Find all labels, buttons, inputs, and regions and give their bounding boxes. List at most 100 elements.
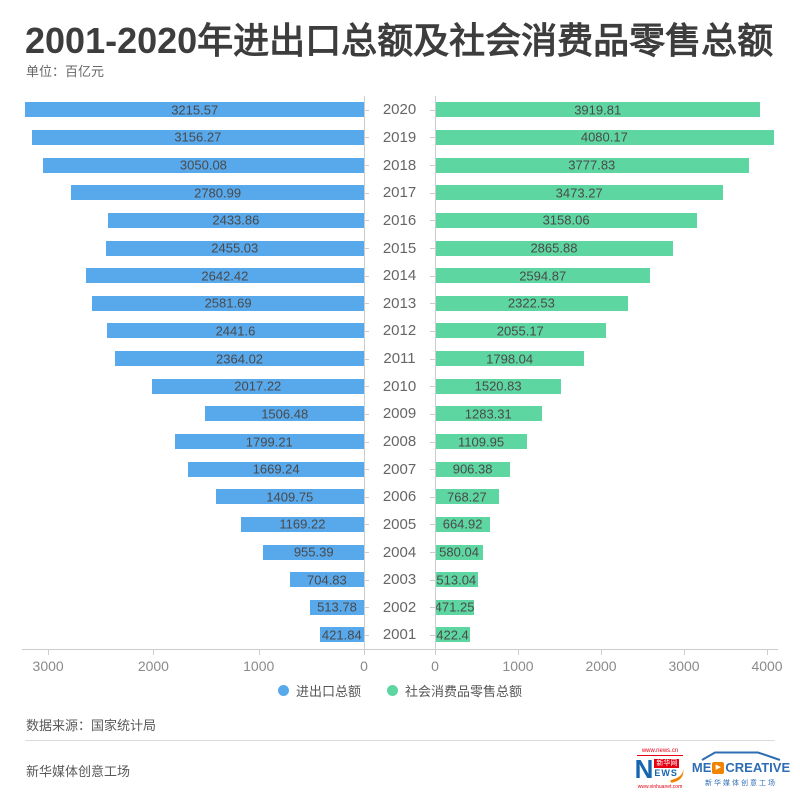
bar-value-label: 2433.86 [212,212,260,228]
axis-tick-label: 0 [431,658,439,674]
bar-value-label: 1169.22 [279,516,326,532]
axis-tick [435,650,436,655]
year-label: 2010 [364,372,435,400]
retail-bar: 4080.17 [435,129,774,145]
bottom-axis-line [22,649,778,650]
footer-divider [25,740,775,741]
bar-row: 513.78 2002 471.25 [22,594,800,622]
bar-value-label: 3156.27 [174,129,222,145]
bar-value-label: 1283.31 [464,406,512,422]
bar-value-label: 2642.42 [201,268,249,284]
unit-label: 单位：百亿元 [26,64,105,79]
bar-row: 2581.69 2013 2322.53 [22,289,800,317]
retail-bar: 2594.87 [435,268,651,284]
bar-value-label: 3473.27 [555,185,603,201]
bar-value-label: 1506.48 [261,406,309,422]
retail-bar: 2322.53 [435,295,628,311]
import-export-bar: 2433.86 [107,212,364,228]
import-export-bar: 2017.22 [151,378,364,394]
bar-value-label: 2364.02 [216,351,264,367]
import-export-bar: 2441.6 [106,323,364,339]
year-label: 2018 [364,151,435,179]
footer-logos: www.news.cn N 新华网 EWS www.xinhuanet.com … [630,748,791,791]
retail-bar: 1283.31 [435,406,542,422]
retail-bar: 471.25 [435,599,474,615]
year-label: 2002 [364,594,435,622]
import-export-bar: 1506.48 [205,406,364,422]
bar-value-label: 2780.99 [194,185,242,201]
retail-bar: 906.38 [435,461,511,477]
bar-row: 2017.22 2010 1520.83 [22,372,800,400]
import-export-bar: 1169.22 [240,516,364,532]
play-icon: ▶ [712,762,725,774]
retail-bar: 1109.95 [435,434,528,449]
retail-bar: 2055.17 [435,323,606,339]
bar-value-label: 2017.22 [234,378,282,394]
year-label: 2020 [364,96,435,124]
bar-row: 3215.57 2020 3919.81 [22,96,800,124]
axis-tick-label: 1000 [502,658,534,674]
bar-row: 1799.21 2008 1109.95 [22,428,800,456]
import-export-bar: 2581.69 [92,295,364,311]
legend-label: 社会消费品零售总额 [405,684,523,699]
bar-value-label: 3158.06 [542,212,590,228]
bar-value-label: 2581.69 [204,295,252,311]
axis-tick-label: 3000 [668,658,700,674]
axis-tick-label: 2000 [585,658,617,674]
bar-value-label: 1109.95 [458,434,505,449]
bar-value-label: 421.84 [321,627,362,643]
medcreative-wordmark: ME ▶ CREATIVE [692,761,790,775]
retail-bar: 3919.81 [435,102,761,118]
bar-value-label: 3050.08 [179,157,227,173]
right-zero-axis-line [435,96,436,650]
axis-tick [48,650,50,655]
legend-item-import-export: 进出口总额 [277,681,361,700]
import-export-bar: 1409.75 [215,489,364,505]
bar-value-label: 2322.53 [507,295,555,311]
bar-value-label: 906.38 [452,461,493,477]
year-label: 2019 [364,124,435,152]
year-label: 2001 [364,621,435,649]
chart-legend: 进出口总额 社会消费品零售总额 [0,681,800,700]
retail-bar: 2865.88 [435,240,673,256]
retail-bar: 3777.83 [435,157,749,173]
bar-row: 1669.24 2007 906.38 [22,455,800,483]
legend-dot-blue [277,685,289,696]
import-export-bar: 2780.99 [71,185,364,201]
bar-value-label: 664.92 [442,516,483,532]
bar-row: 3050.08 2018 3777.83 [22,151,800,179]
bar-value-label: 513.78 [317,599,357,615]
bar-value-label: 3215.57 [171,102,219,118]
year-label: 2008 [364,428,435,456]
bar-row: 2441.6 2012 2055.17 [22,317,800,345]
axis-tick [364,650,365,655]
bar-value-label: 1520.83 [474,378,522,394]
axis-tick [767,650,769,655]
xinhuanet-logo: www.news.cn N 新华网 EWS www.xinhuanet.com [630,748,690,791]
bar-row: 704.83 2003 513.04 [22,566,800,594]
bar-value-label: 2055.17 [496,323,544,339]
bar-row: 2455.03 2015 2865.88 [22,234,800,262]
axis-tick-label: 2000 [137,658,169,674]
retail-bar: 422.4 [435,627,471,643]
import-export-bar: 1799.21 [174,434,364,449]
retail-bar: 664.92 [435,516,491,532]
retail-bar: 3158.06 [435,212,698,228]
bar-value-label: 768.27 [446,489,487,505]
page-title: 2001-2020年进出口总额及社会消费品零售总额 [25,20,774,61]
import-export-bar: 421.84 [319,627,364,643]
axis-tick [601,650,603,655]
xinhua-url-top: www.news.cn [637,748,683,756]
chart-rows: 3215.57 2020 3919.81 3156.27 2019 4080.17 3050… [0,96,800,649]
import-export-bar: 3156.27 [31,129,364,145]
bar-row: 3156.27 2019 4080.17 [22,124,800,152]
axis-tick [153,650,155,655]
retail-bar: 768.27 [435,489,499,505]
bar-row: 421.84 2001 422.4 [22,621,800,649]
bar-value-label: 955.39 [293,544,334,560]
bar-value-label: 2594.87 [519,268,567,284]
bar-value-label: 1409.75 [266,489,314,505]
bar-value-label: 2441.6 [215,323,256,339]
bar-row: 2433.86 2016 3158.06 [22,207,800,235]
retail-bar: 1520.83 [435,378,562,394]
